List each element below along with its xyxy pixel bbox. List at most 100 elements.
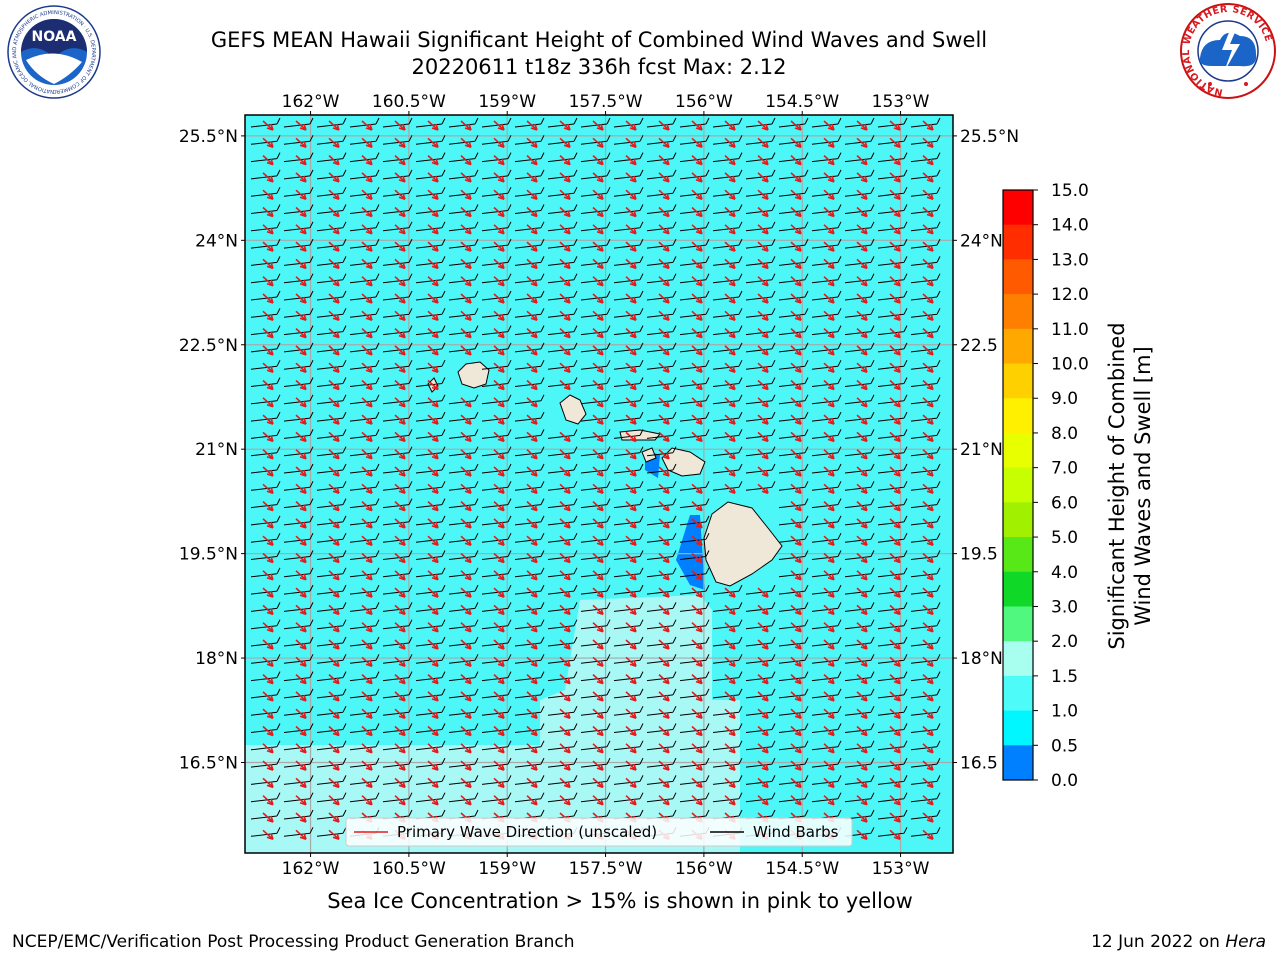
wind-barb (580, 446, 611, 457)
wind-barb (580, 567, 611, 578)
wind-barb (712, 688, 743, 699)
wave-direction-arrow (394, 691, 406, 702)
wind-barb (349, 325, 380, 336)
wind-barb (448, 238, 479, 249)
wave-direction-arrow (262, 708, 274, 719)
lon-tick-top: 153°W (872, 92, 930, 112)
wave-direction-arrow (790, 120, 802, 131)
wind-barb (811, 602, 842, 612)
wave-direction-arrow (328, 328, 340, 339)
wind-barb (844, 152, 875, 163)
wind-barb (778, 688, 809, 699)
wind-barb (580, 411, 611, 422)
wave-direction-arrow (691, 501, 703, 512)
wave-direction-arrow (922, 189, 934, 200)
wind-barb (745, 757, 776, 768)
colorbar-tick-label: 10.0 (1051, 355, 1089, 375)
wind-barb (481, 273, 512, 284)
wind-barb (283, 169, 314, 180)
wind-barb (679, 169, 710, 180)
wave-direction-arrow (790, 656, 802, 668)
wind-barb (745, 394, 776, 405)
colorbar-tick-label: 6.0 (1051, 493, 1078, 513)
wind-barb (283, 532, 314, 543)
wave-direction-arrow (559, 328, 571, 339)
wave-direction-arrow (823, 155, 835, 166)
wave-direction-arrow (526, 397, 538, 408)
wave-direction-arrow (295, 777, 307, 789)
wave-direction-arrow (658, 155, 670, 166)
wave-direction-arrow (427, 345, 439, 356)
wave-direction-arrow (790, 760, 802, 771)
wind-barb (910, 169, 941, 180)
wave-direction-arrow (592, 449, 604, 460)
wave-direction-arrow (295, 137, 307, 149)
wind-barb (646, 169, 677, 180)
wave-direction-arrow (493, 414, 505, 425)
wind-barb (811, 135, 842, 145)
wave-direction-arrow (295, 829, 307, 841)
wind-barb (316, 117, 347, 128)
wind-barb (811, 446, 842, 457)
wind-barb (316, 342, 347, 353)
wind-barb (283, 394, 314, 405)
wind-barb (382, 775, 413, 785)
wind-barb (382, 290, 413, 301)
wind-barb (448, 325, 479, 336)
wind-barb (283, 671, 314, 682)
wind-barb (712, 723, 743, 733)
wind-barb (415, 117, 446, 128)
wind-barb (316, 221, 347, 232)
wind-barb (382, 342, 413, 353)
wave-direction-arrow (856, 137, 868, 149)
wind-barb (580, 186, 611, 197)
wind-barb (514, 359, 545, 370)
wave-direction-arrow (328, 777, 340, 789)
wind-barb (316, 636, 347, 647)
wave-direction-arrow (724, 293, 736, 304)
wave-direction-arrow (262, 518, 274, 529)
wind-barb (514, 481, 545, 491)
wave-direction-arrow (262, 795, 274, 806)
lon-tick-top: 160.5°W (372, 92, 446, 112)
wave-direction-arrow (724, 120, 736, 131)
wind-barb (745, 342, 776, 353)
wind-barb (580, 429, 611, 439)
wave-direction-arrow (493, 518, 505, 529)
wave-direction-arrow (526, 622, 538, 633)
chart-title-line1: GEFS MEAN Hawaii Significant Height of C… (210, 28, 988, 52)
wave-direction-arrow (790, 328, 802, 339)
wind-barb (679, 775, 710, 785)
wind-barb (844, 117, 875, 128)
wind-barb (877, 308, 908, 318)
wind-barb (514, 308, 545, 318)
wind-barb (712, 602, 743, 612)
wind-barb (580, 602, 611, 612)
lon-tick-bottom: 160.5°W (372, 859, 446, 879)
wave-direction-arrow (559, 379, 571, 391)
wind-barb (712, 238, 743, 249)
wind-barb (679, 636, 710, 647)
wind-barb (382, 308, 413, 318)
wave-direction-arrow (328, 535, 340, 546)
wave-direction-arrow (823, 743, 835, 754)
wind-barb (679, 567, 710, 578)
wave-direction-arrow (559, 224, 571, 235)
wave-direction-arrow (625, 120, 637, 131)
wind-barb (349, 619, 380, 630)
wind-barb (844, 394, 875, 405)
wave-direction-arrow (724, 172, 736, 183)
wind-barb (844, 792, 875, 803)
noaa-logo: NATIONAL OCEANIC AND ATMOSPHERIC ADMINIS… (4, 4, 101, 99)
wind-barb (613, 550, 644, 560)
wave-direction-arrow (493, 535, 505, 546)
wave-direction-arrow (757, 622, 769, 633)
wave-direction-arrow (757, 760, 769, 771)
wind-barb (316, 359, 347, 370)
wind-barb (250, 273, 281, 284)
wind-barb (778, 359, 809, 370)
wave-direction-arrow (295, 328, 307, 339)
wave-direction-arrow (724, 362, 736, 373)
wind-barb (316, 740, 347, 751)
wave-direction-arrow (691, 552, 703, 564)
